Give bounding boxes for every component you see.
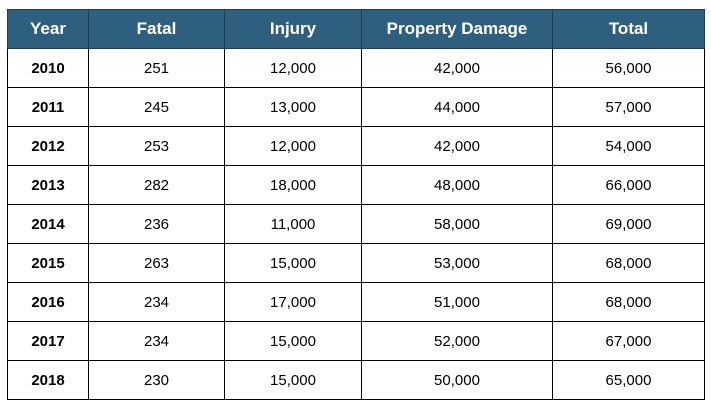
- total-cell: 66,000: [552, 165, 705, 205]
- fatal-cell: 263: [88, 243, 225, 283]
- table-header: Year Fatal Injury Property Damage Total: [7, 9, 705, 49]
- injury-cell: 15,000: [224, 360, 362, 400]
- injury-cell: 15,000: [224, 243, 362, 283]
- table-row: 2011 245 13,000 44,000 57,000: [7, 87, 705, 127]
- header-injury: Injury: [224, 9, 362, 49]
- injury-cell: 18,000: [224, 165, 362, 205]
- header-property-damage: Property Damage: [361, 9, 553, 49]
- fatal-cell: 236: [88, 204, 225, 244]
- property-damage-cell: 42,000: [361, 48, 553, 88]
- property-damage-cell: 44,000: [361, 87, 553, 127]
- total-cell: 68,000: [552, 243, 705, 283]
- total-cell: 57,000: [552, 87, 705, 127]
- table-row: 2015 263 15,000 53,000 68,000: [7, 243, 705, 283]
- injury-cell: 13,000: [224, 87, 362, 127]
- year-cell: 2010: [7, 48, 89, 88]
- fatal-cell: 282: [88, 165, 225, 205]
- fatal-cell: 234: [88, 282, 225, 322]
- total-cell: 65,000: [552, 360, 705, 400]
- year-cell: 2018: [7, 360, 89, 400]
- total-cell: 68,000: [552, 282, 705, 322]
- year-cell: 2015: [7, 243, 89, 283]
- fatal-cell: 253: [88, 126, 225, 166]
- fatal-cell: 234: [88, 321, 225, 361]
- total-cell: 69,000: [552, 204, 705, 244]
- header-row: Year Fatal Injury Property Damage Total: [7, 9, 705, 49]
- table-row: 2017 234 15,000 52,000 67,000: [7, 321, 705, 361]
- property-damage-cell: 53,000: [361, 243, 553, 283]
- table-row: 2012 253 12,000 42,000 54,000: [7, 126, 705, 166]
- total-cell: 67,000: [552, 321, 705, 361]
- header-total: Total: [552, 9, 705, 49]
- table-row: 2018 230 15,000 50,000 65,000: [7, 360, 705, 400]
- property-damage-cell: 42,000: [361, 126, 553, 166]
- year-cell: 2012: [7, 126, 89, 166]
- header-fatal: Fatal: [88, 9, 225, 49]
- header-year: Year: [7, 9, 89, 49]
- total-cell: 56,000: [552, 48, 705, 88]
- injury-cell: 12,000: [224, 48, 362, 88]
- accident-statistics-table: Year Fatal Injury Property Damage Total …: [7, 9, 705, 400]
- injury-cell: 11,000: [224, 204, 362, 244]
- table-row: 2014 236 11,000 58,000 69,000: [7, 204, 705, 244]
- year-cell: 2017: [7, 321, 89, 361]
- year-cell: 2011: [7, 87, 89, 127]
- year-cell: 2016: [7, 282, 89, 322]
- property-damage-cell: 48,000: [361, 165, 553, 205]
- injury-cell: 15,000: [224, 321, 362, 361]
- property-damage-cell: 58,000: [361, 204, 553, 244]
- total-cell: 54,000: [552, 126, 705, 166]
- injury-cell: 17,000: [224, 282, 362, 322]
- fatal-cell: 245: [88, 87, 225, 127]
- fatal-cell: 230: [88, 360, 225, 400]
- property-damage-cell: 51,000: [361, 282, 553, 322]
- injury-cell: 12,000: [224, 126, 362, 166]
- property-damage-cell: 52,000: [361, 321, 553, 361]
- table-row: 2013 282 18,000 48,000 66,000: [7, 165, 705, 205]
- year-cell: 2013: [7, 165, 89, 205]
- fatal-cell: 251: [88, 48, 225, 88]
- property-damage-cell: 50,000: [361, 360, 553, 400]
- table-row: 2010 251 12,000 42,000 56,000: [7, 48, 705, 88]
- table-row: 2016 234 17,000 51,000 68,000: [7, 282, 705, 322]
- table-body: 2010 251 12,000 42,000 56,000 2011 245 1…: [7, 48, 705, 400]
- year-cell: 2014: [7, 204, 89, 244]
